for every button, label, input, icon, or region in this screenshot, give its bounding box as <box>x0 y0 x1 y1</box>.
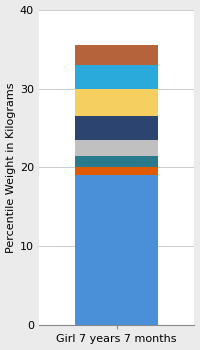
Bar <box>75 89 158 116</box>
Bar <box>75 175 158 326</box>
Bar <box>75 65 158 89</box>
Y-axis label: Percentile Weight in Kilograms: Percentile Weight in Kilograms <box>6 82 16 253</box>
Bar <box>75 168 158 175</box>
Bar <box>75 45 158 65</box>
Bar <box>75 116 158 140</box>
Bar <box>75 140 158 156</box>
Bar <box>75 156 158 168</box>
